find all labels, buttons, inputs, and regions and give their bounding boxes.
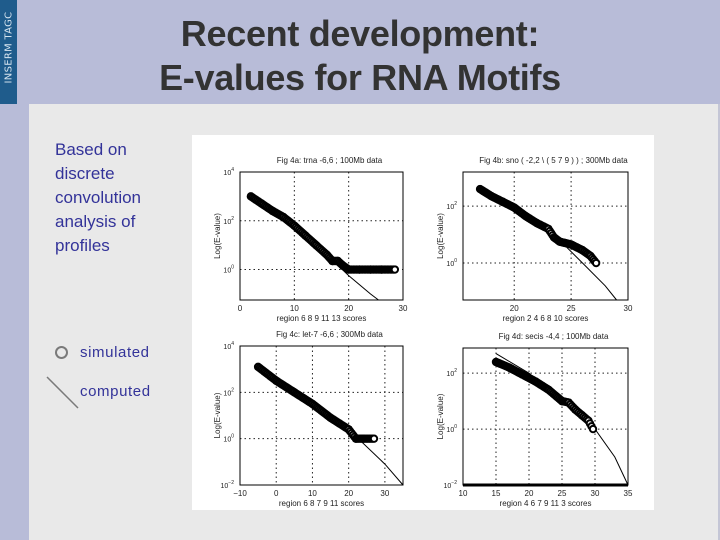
y-axis-label: Log(E-value) bbox=[213, 392, 222, 438]
diagonal-line-icon bbox=[46, 376, 79, 409]
x-axis-label: region 2 4 6 8 10 scores bbox=[503, 314, 589, 323]
x-tick-label: 20 bbox=[510, 304, 519, 313]
slide-title: Recent development: E-values for RNA Mot… bbox=[0, 12, 720, 100]
legend-label-computed: computed bbox=[80, 383, 151, 400]
x-tick-label: 35 bbox=[624, 489, 633, 498]
description-text: Based on discrete convolution analysis o… bbox=[55, 138, 195, 258]
chart-title: Fig 4c: let-7 -6,6 ; 300Mb data bbox=[276, 330, 383, 339]
x-tick-label: 30 bbox=[624, 304, 633, 313]
y-tick-label: 10−2 bbox=[444, 480, 458, 490]
x-tick-label: 20 bbox=[344, 489, 353, 498]
x-tick-label: 0 bbox=[274, 489, 279, 498]
chart-title: Fig 4b: sno ( -2,2 \ ( 5 7 9 ) ) ; 300Mb… bbox=[479, 156, 628, 165]
legend-label-simulated: simulated bbox=[80, 344, 150, 361]
x-tick-label: 10 bbox=[290, 304, 299, 313]
x-tick-label: 0 bbox=[238, 304, 243, 313]
chart-panel bbox=[192, 135, 654, 510]
chart-2: Fig 4c: let-7 -6,6 ; 300Mb data −10 0 10 20 3… bbox=[213, 330, 404, 508]
y-tick-label: 102 bbox=[446, 368, 457, 378]
x-axis-label: region 6 8 9 11 13 scores bbox=[277, 314, 367, 323]
x-axis-label: region 6 8 7 9 11 scores bbox=[279, 499, 364, 508]
y-axis-label: Log(E-value) bbox=[436, 213, 445, 259]
y-tick-label: 102 bbox=[446, 201, 457, 211]
x-tick-label: 20 bbox=[525, 489, 534, 498]
title-band bbox=[17, 0, 720, 104]
description-line: analysis of bbox=[55, 212, 136, 231]
description-line: convolution bbox=[55, 188, 142, 207]
x-tick-label: 10 bbox=[459, 489, 468, 498]
x-tick-label: 20 bbox=[344, 304, 353, 313]
y-tick-label: 104 bbox=[223, 341, 234, 351]
x-tick-label: −10 bbox=[233, 489, 247, 498]
x-tick-label: 15 bbox=[492, 489, 501, 498]
circle-marker-icon bbox=[55, 346, 68, 359]
x-tick-label: 30 bbox=[591, 489, 600, 498]
x-tick-label: 25 bbox=[558, 489, 567, 498]
description-line: Based on bbox=[55, 140, 127, 159]
description-line: profiles bbox=[55, 236, 110, 255]
x-tick-label: 30 bbox=[399, 304, 408, 313]
title-line-1: Recent development: bbox=[180, 13, 540, 54]
x-tick-label: 25 bbox=[567, 304, 576, 313]
title-line-2: E-values for RNA Motifs bbox=[159, 57, 561, 98]
y-tick-label: 104 bbox=[223, 167, 234, 177]
chart-3: Fig 4d: secis -4,4 ; 100Mb data 10 15 20 25 3… bbox=[436, 332, 633, 508]
y-tick-label: 100 bbox=[223, 434, 234, 444]
chart-title: Fig 4d: secis -4,4 ; 100Mb data bbox=[499, 332, 609, 341]
chart-1: Fig 4b: sno ( -2,2 \ ( 5 7 9 ) ) ; 300Mb… bbox=[436, 156, 633, 323]
y-tick-label: 100 bbox=[446, 424, 457, 434]
side-strip: INSERM TAGC bbox=[0, 0, 17, 104]
chart-title: Fig 4a: trna -6,6 ; 100Mb data bbox=[277, 156, 383, 165]
x-tick-label: 10 bbox=[308, 489, 317, 498]
y-axis-label: Log(E-value) bbox=[213, 213, 222, 259]
y-tick-label: 102 bbox=[223, 216, 234, 226]
y-axis-label: Log(E-value) bbox=[436, 393, 445, 439]
chart-0: Fig 4a: trna -6,6 ; 100Mb data 0 10 20 30 reg… bbox=[213, 156, 408, 323]
right-border bbox=[718, 104, 720, 540]
y-tick-label: 100 bbox=[446, 258, 457, 268]
y-tick-label: 100 bbox=[223, 265, 234, 275]
y-tick-label: 10−2 bbox=[221, 480, 235, 490]
description-line: discrete bbox=[55, 164, 115, 183]
x-tick-label: 30 bbox=[380, 489, 389, 498]
y-tick-label: 102 bbox=[223, 387, 234, 397]
x-axis-label: region 4 6 7 9 11 3 scores bbox=[500, 499, 592, 508]
